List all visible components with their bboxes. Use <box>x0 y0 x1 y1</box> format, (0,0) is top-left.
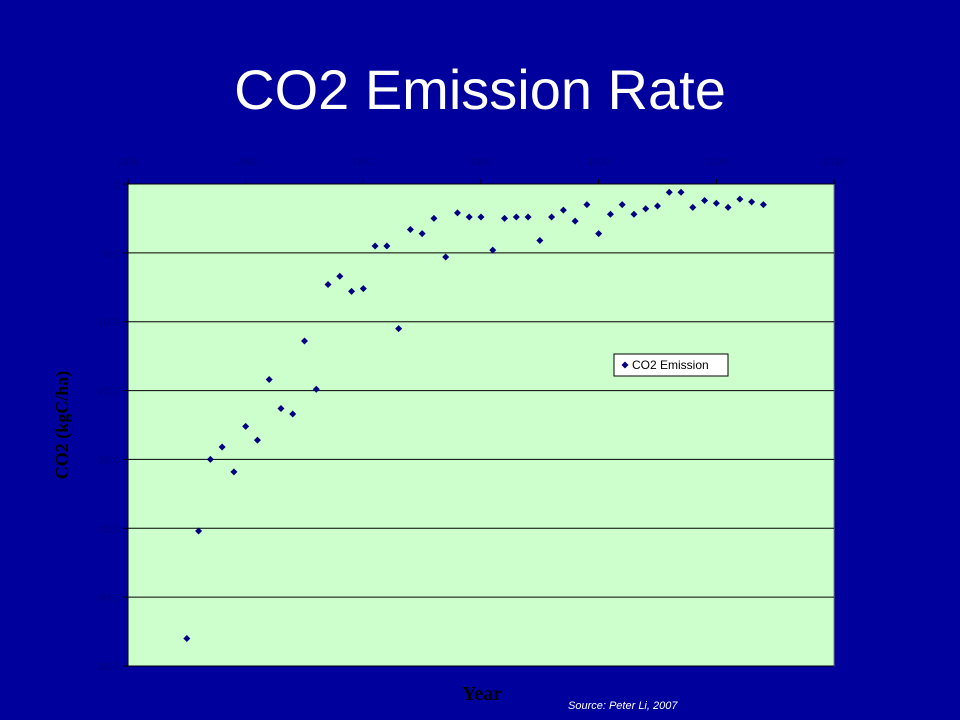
data-point <box>489 246 497 254</box>
y-tick-label: -500 <box>100 249 120 260</box>
data-point <box>348 287 356 295</box>
data-point <box>465 213 473 221</box>
legend-marker <box>621 361 629 369</box>
data-point <box>748 198 756 206</box>
y-tick-label: -1500 <box>94 387 120 398</box>
y-tick-label: -1000 <box>94 318 120 329</box>
data-point <box>736 195 744 203</box>
data-point <box>524 213 532 221</box>
data-point <box>453 209 461 217</box>
data-point <box>536 236 544 244</box>
data-point <box>665 188 673 196</box>
y-axis-title: CO2 (kgC/ha) <box>52 371 73 480</box>
data-point <box>606 210 614 218</box>
data-point <box>230 468 238 476</box>
data-point <box>336 272 344 280</box>
y-tick-label: -3500 <box>94 662 120 673</box>
x-tick-label: 1970 <box>352 157 375 168</box>
data-point <box>383 242 391 250</box>
data-point <box>618 201 626 209</box>
data-point <box>759 201 767 209</box>
data-point <box>242 422 250 430</box>
data-point <box>395 325 403 333</box>
plot-area <box>127 183 835 667</box>
x-tick-label: 1980 <box>470 157 493 168</box>
x-tick-label: 1950 <box>117 157 140 168</box>
y-tick-label: -2000 <box>94 455 120 466</box>
source-note: Source: Peter Li, 2007 <box>568 700 678 712</box>
data-point <box>359 285 367 293</box>
x-tick-label: 1990 <box>588 157 611 168</box>
data-point <box>548 213 556 221</box>
data-point <box>712 199 720 207</box>
data-point <box>512 213 520 221</box>
data-point <box>477 213 485 221</box>
data-point <box>183 634 191 642</box>
data-point <box>583 201 591 209</box>
data-point <box>642 205 650 213</box>
x-tick-label: 1960 <box>235 157 258 168</box>
data-point <box>312 385 320 393</box>
x-tick-label: 2010 <box>823 157 846 168</box>
data-point <box>442 253 450 261</box>
data-point <box>701 197 709 205</box>
data-point <box>406 225 414 233</box>
y-tick-label: -3000 <box>94 593 120 604</box>
data-point <box>195 527 203 535</box>
slide-title: CO2 Emission Rate <box>234 58 726 121</box>
data-point <box>253 436 261 444</box>
x-axis-title: Year <box>462 683 502 705</box>
data-point <box>677 188 685 196</box>
data-point <box>418 230 426 238</box>
data-point <box>430 214 438 222</box>
data-point <box>301 337 308 345</box>
data-point <box>277 404 285 412</box>
data-point <box>206 455 214 463</box>
data-point <box>630 210 638 218</box>
data-point <box>559 206 567 214</box>
data-point <box>501 214 509 222</box>
data-point <box>595 230 603 238</box>
data-point <box>571 217 579 225</box>
legend-box <box>613 353 729 377</box>
legend-label: CO2 Emission <box>632 358 709 372</box>
data-point <box>289 410 297 418</box>
data-point <box>324 281 332 289</box>
data-point <box>265 376 273 384</box>
data-point <box>654 202 661 210</box>
data-point <box>724 203 732 211</box>
x-tick-label: 2000 <box>705 157 728 168</box>
data-point <box>689 203 697 211</box>
data-point <box>371 242 379 250</box>
data-point <box>218 443 226 451</box>
y-tick-label: 0 <box>114 180 120 191</box>
y-tick-label: -2500 <box>94 524 120 535</box>
